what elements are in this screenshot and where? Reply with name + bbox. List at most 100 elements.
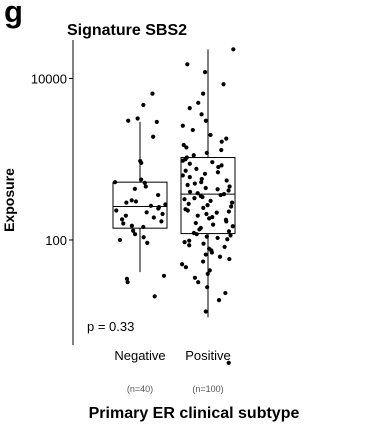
- data-point: [181, 142, 186, 148]
- data-point: [159, 219, 164, 224]
- data-point: [203, 309, 208, 314]
- data-point: [222, 244, 227, 250]
- data-point: [201, 241, 206, 246]
- data-point: [151, 134, 156, 139]
- data-point: [187, 161, 192, 166]
- data-point: [117, 237, 123, 243]
- data-point: [141, 235, 146, 240]
- data-point: [123, 213, 128, 218]
- data-point: [139, 177, 144, 182]
- data-point: [224, 178, 229, 183]
- data-point: [210, 215, 215, 220]
- data-point: [229, 200, 235, 205]
- data-point: [186, 201, 191, 206]
- data-point: [215, 187, 220, 192]
- y-tick-label: 100: [45, 233, 67, 248]
- data-point: [202, 70, 208, 75]
- y-tick-label: 10000: [31, 72, 67, 87]
- data-point: [182, 197, 187, 202]
- data-point: [196, 100, 201, 105]
- data-point: [194, 232, 199, 237]
- data-point: [124, 276, 130, 281]
- data-point: [223, 290, 228, 296]
- y-axis-label: Exposure: [1, 168, 17, 232]
- data-point: [216, 297, 222, 303]
- data-point: [215, 170, 221, 175]
- x-axis-label: Primary ER clinical subtype: [89, 405, 300, 422]
- data-point: [195, 213, 200, 218]
- data-point: [192, 181, 197, 186]
- data-point: [219, 147, 224, 153]
- data-point: [226, 360, 231, 366]
- data-point: [187, 106, 192, 111]
- data-point: [209, 250, 214, 255]
- data-point: [218, 192, 223, 198]
- data-point: [199, 176, 204, 182]
- data-point: [180, 173, 185, 178]
- data-point: [151, 215, 156, 220]
- data-point: [152, 294, 157, 299]
- data-point: [219, 163, 224, 168]
- data-point: [145, 240, 150, 245]
- data-point: [224, 219, 229, 224]
- data-point: [185, 182, 190, 188]
- data-point: [203, 252, 208, 257]
- data-point: [201, 91, 206, 96]
- data-point: [161, 273, 167, 278]
- data-point: [184, 145, 189, 150]
- data-point: [142, 180, 147, 185]
- data-point: [121, 221, 126, 226]
- data-point: [187, 243, 192, 248]
- data-point: [231, 47, 236, 52]
- panel-label: g: [4, 0, 23, 29]
- data-point: [135, 116, 140, 121]
- data-point: [199, 112, 204, 117]
- data-point: [156, 192, 161, 198]
- data-point: [203, 185, 208, 191]
- data-point: [129, 223, 134, 228]
- data-point: [180, 123, 185, 128]
- data-point: [217, 254, 223, 259]
- data-point: [193, 220, 198, 226]
- data-point: [228, 233, 233, 238]
- data-point: [227, 184, 232, 189]
- data-point: [203, 118, 208, 123]
- data-point: [225, 237, 230, 242]
- chart-title: Signature SBS2: [66, 22, 188, 39]
- data-point: [195, 191, 200, 196]
- data-point: [205, 271, 210, 276]
- data-point: [156, 206, 161, 211]
- data-point: [124, 200, 129, 205]
- data-point: [224, 136, 229, 141]
- data-point: [132, 186, 137, 191]
- data-point: [141, 102, 146, 108]
- data-point: [114, 208, 119, 213]
- data-point: [211, 222, 216, 227]
- data-point: [210, 160, 215, 165]
- data-point: [204, 234, 209, 239]
- data-point: [199, 180, 204, 185]
- data-point: [226, 209, 231, 214]
- data-point: [180, 262, 185, 267]
- data-point: [191, 153, 196, 158]
- data-point: [148, 203, 154, 208]
- data-point: [141, 224, 146, 230]
- data-point: [219, 139, 224, 144]
- data-point: [163, 202, 168, 207]
- data-point: [197, 227, 202, 232]
- data-point: [131, 228, 136, 233]
- box-iqr: [180, 157, 236, 235]
- data-point: [196, 280, 201, 285]
- data-point: [192, 196, 197, 201]
- data-point: [112, 180, 118, 185]
- data-point: [182, 240, 187, 245]
- count-label: (n=100): [192, 384, 223, 394]
- data-point: [126, 118, 131, 123]
- data-point: [185, 62, 190, 67]
- data-point: [216, 164, 221, 170]
- data-point: [204, 150, 209, 155]
- data-point: [200, 259, 206, 264]
- data-point: [215, 235, 220, 241]
- data-point: [229, 204, 234, 209]
- data-point: [187, 189, 193, 194]
